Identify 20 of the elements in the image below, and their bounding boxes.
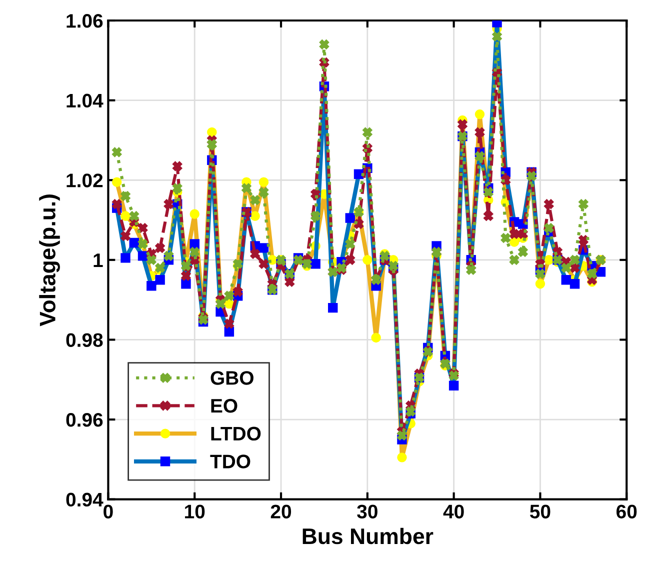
x-tick-label: 40 [443,504,464,518]
y-tick-label: 0.94 [66,492,104,507]
x-tick-label: 30 [357,504,378,518]
legend-label: GBO [210,371,254,385]
x-tick-label: 50 [530,504,550,518]
y-axis-title: Voltage(p.u.) [39,194,60,326]
x-tick-label: 20 [270,504,292,518]
y-tick-label: 1.02 [66,174,103,188]
y-tick-label: 0.96 [66,412,103,427]
legend-label: EO [211,398,238,413]
y-tick-label: 1 [94,254,103,267]
legend-label: TDO [210,454,250,468]
y-tick-label: 1.04 [66,94,104,108]
x-tick-label: 60 [616,504,637,518]
legend-label: LTDO [211,426,261,441]
x-axis-title: Bus Number [302,528,434,544]
y-tick-label: 0.98 [66,333,103,347]
y-tick-label: 1.06 [66,14,103,28]
x-tick-label: 0 [104,504,113,518]
x-tick-label: 10 [185,504,205,518]
